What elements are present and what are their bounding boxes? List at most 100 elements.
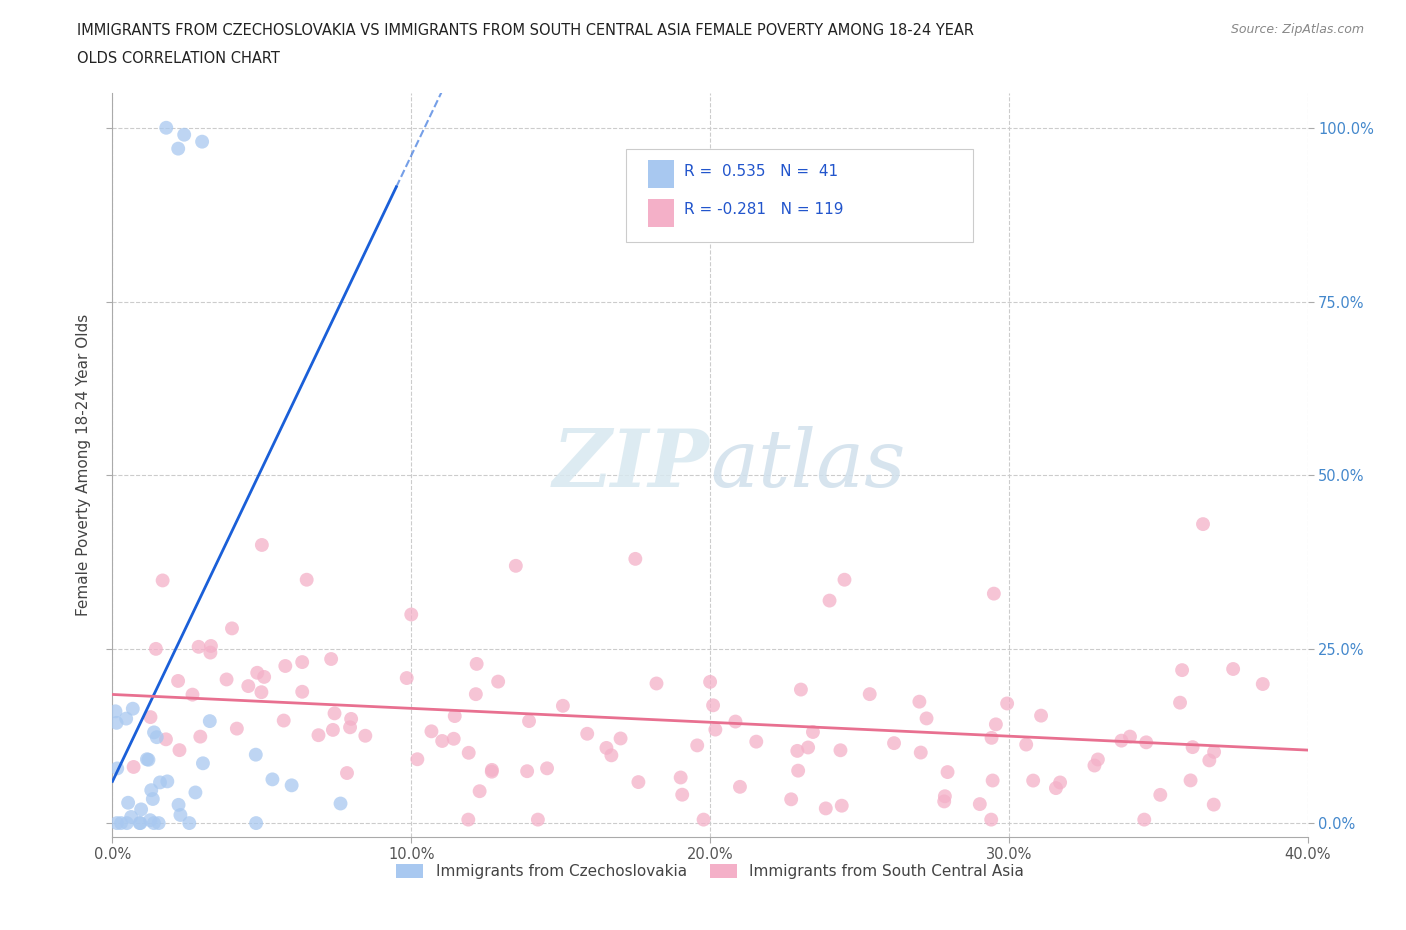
Point [145,642,167,657]
Point [780,791,803,806]
Point [551,698,574,713]
Point [308,728,330,743]
Point [1049,775,1071,790]
Point [200,639,222,654]
Point [155,732,177,747]
Point [238,679,260,694]
Point [728,779,751,794]
Point [321,652,343,667]
FancyBboxPatch shape [627,149,973,242]
Point [128,816,150,830]
Text: ZIP: ZIP [553,426,710,504]
Point [253,670,276,684]
Point [699,674,721,689]
Point [527,812,550,827]
Point [981,773,1004,788]
Point [149,775,172,790]
Point [117,795,139,810]
Point [142,816,165,830]
Point [245,816,267,830]
Legend: Immigrants from Czechoslovakia, Immigrants from South Central Asia: Immigrants from Czechoslovakia, Immigran… [389,857,1031,885]
Point [169,743,191,758]
Point [291,684,314,699]
Point [200,645,222,660]
Point [181,687,204,702]
Point [468,784,491,799]
Point [340,711,363,726]
Point [787,764,810,778]
Point [354,728,377,743]
Point [184,785,207,800]
Point [984,717,1007,732]
Point [336,765,359,780]
Point [401,607,423,622]
Point [221,621,243,636]
Point [136,751,159,766]
Point [198,713,221,728]
Point [669,770,692,785]
Point [1135,735,1157,750]
Point [834,572,856,587]
Text: OLDS CORRELATION CHART: OLDS CORRELATION CHART [77,51,280,66]
Point [983,586,1005,601]
FancyBboxPatch shape [648,160,675,188]
Point [139,710,162,724]
Point [724,714,747,729]
Point [191,756,214,771]
Point [105,715,128,730]
Point [1171,663,1194,678]
Point [818,593,841,608]
Point [191,134,214,149]
Point [430,734,453,749]
Point [1198,753,1220,768]
Point [141,783,163,798]
Point [934,794,956,809]
Point [110,816,132,830]
Point [215,672,238,687]
Point [156,774,179,789]
Point [464,686,486,701]
Point [1045,780,1067,795]
Point [105,816,128,830]
Point [786,743,808,758]
Point [274,658,297,673]
Point [115,711,138,726]
Point [250,538,273,552]
Point [152,573,174,588]
Point [443,709,465,724]
Point [273,713,295,728]
Point [745,734,768,749]
Point [995,696,1018,711]
Point [322,723,344,737]
Point [517,713,540,728]
Point [122,760,145,775]
Point [406,751,429,766]
Point [155,120,177,135]
Point [1087,752,1109,767]
Point [129,816,152,830]
Point [169,807,191,822]
Point [671,788,693,803]
Point [830,743,852,758]
Point [1119,729,1142,744]
Point [143,724,166,739]
Point [443,731,465,746]
Point [420,724,443,738]
Point [980,730,1002,745]
Point [1192,517,1215,532]
Point [339,720,361,735]
Point [280,777,302,792]
Text: IMMIGRANTS FROM CZECHOSLOVAKIA VS IMMIGRANTS FROM SOUTH CENTRAL ASIA FEMALE POVE: IMMIGRANTS FROM CZECHOSLOVAKIA VS IMMIGR… [77,23,974,38]
Point [173,127,195,142]
Point [115,816,138,830]
Point [225,721,247,736]
Point [915,711,938,725]
Point [702,698,724,712]
Point [1251,677,1274,692]
Point [645,676,668,691]
Point [1083,758,1105,773]
Point [120,809,142,824]
Point [167,673,190,688]
Point [692,812,714,827]
Point [1111,733,1133,748]
